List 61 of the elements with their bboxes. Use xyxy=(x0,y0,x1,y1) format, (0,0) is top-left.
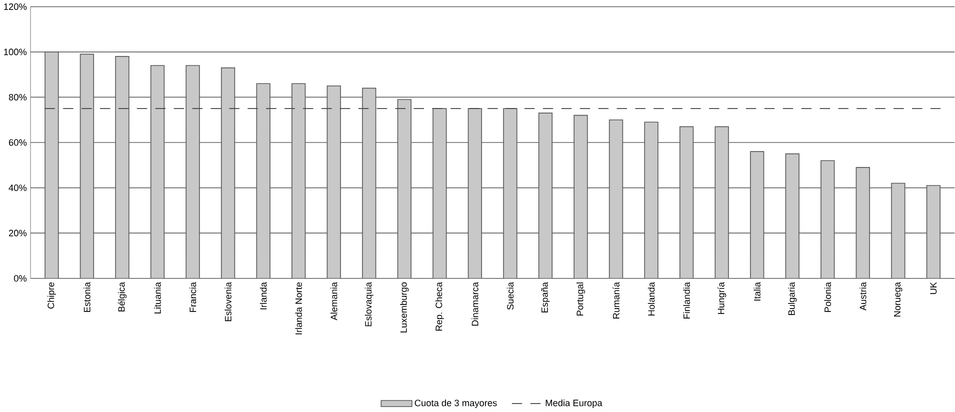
bar xyxy=(326,86,341,278)
x-tick-label: Luxemburgo xyxy=(400,282,409,332)
x-tick-label: UK xyxy=(930,282,937,294)
x-tick-label: Polonia xyxy=(824,282,832,312)
y-tick-label: 80% xyxy=(8,94,27,101)
x-tick-label: Lituania xyxy=(154,282,161,314)
bar xyxy=(785,154,800,278)
bar xyxy=(574,115,588,278)
bar xyxy=(856,167,870,278)
x-tick-label: Bulgaria xyxy=(788,282,797,316)
bar xyxy=(608,120,624,278)
bar xyxy=(80,54,94,278)
x-tick-label: Dinamarca xyxy=(472,282,478,326)
x-tick-label: Suecia xyxy=(506,282,514,310)
y-tick-label: 100% xyxy=(4,48,27,56)
y-tick-label: 60% xyxy=(8,139,27,146)
x-tick-label: Bélgica xyxy=(118,282,127,312)
x-tick-label: Finlandia xyxy=(683,282,690,319)
y-tick-label: 0% xyxy=(14,275,27,282)
x-tick-label: Holanda xyxy=(648,282,655,316)
bar xyxy=(432,108,447,278)
bar xyxy=(926,185,941,278)
x-tick-label: España xyxy=(541,282,550,313)
bar xyxy=(820,160,835,278)
bar xyxy=(503,108,518,278)
x-tick-label: Portugal xyxy=(576,282,586,316)
bar xyxy=(644,122,658,278)
bar xyxy=(750,151,764,278)
bar xyxy=(397,99,412,278)
x-tick-label: Rumanía xyxy=(612,282,620,319)
bar xyxy=(891,182,906,278)
y-tick-label: 40% xyxy=(8,184,27,192)
x-tick-label: Irlanda Norte xyxy=(295,282,302,334)
bar xyxy=(714,126,729,278)
x-tick-label: Eslovaquia xyxy=(364,282,374,326)
x-tick-label: Hungría xyxy=(717,282,726,314)
bar xyxy=(220,68,236,278)
bar xyxy=(44,52,59,278)
x-tick-label: Irlanda xyxy=(260,282,267,310)
x-tick-label: Italia xyxy=(754,282,760,301)
legend-label: Media Europa xyxy=(546,400,602,408)
x-tick-label: Rep. Checa xyxy=(435,282,444,331)
legend-label: Cuota de 3 mayores xyxy=(414,400,497,408)
x-tick-label: Chipre xyxy=(47,282,56,309)
y-tick-label: 20% xyxy=(8,230,27,236)
bar xyxy=(256,83,270,278)
x-tick-label: Austria xyxy=(860,282,866,311)
x-tick-label: Eslovenia xyxy=(224,282,232,322)
bar xyxy=(679,126,694,278)
x-tick-label: Noruega xyxy=(894,282,902,317)
x-tick-label: Alemania xyxy=(330,282,338,320)
y-tick-label: 120% xyxy=(4,4,27,10)
bar xyxy=(292,83,306,278)
bar xyxy=(186,65,200,278)
bar xyxy=(115,56,130,278)
bar xyxy=(150,65,165,278)
x-tick-label: Estonia xyxy=(84,282,90,312)
bar xyxy=(362,88,376,278)
bar xyxy=(468,108,482,278)
x-tick-label: Francia xyxy=(189,282,196,312)
bar xyxy=(538,112,553,278)
